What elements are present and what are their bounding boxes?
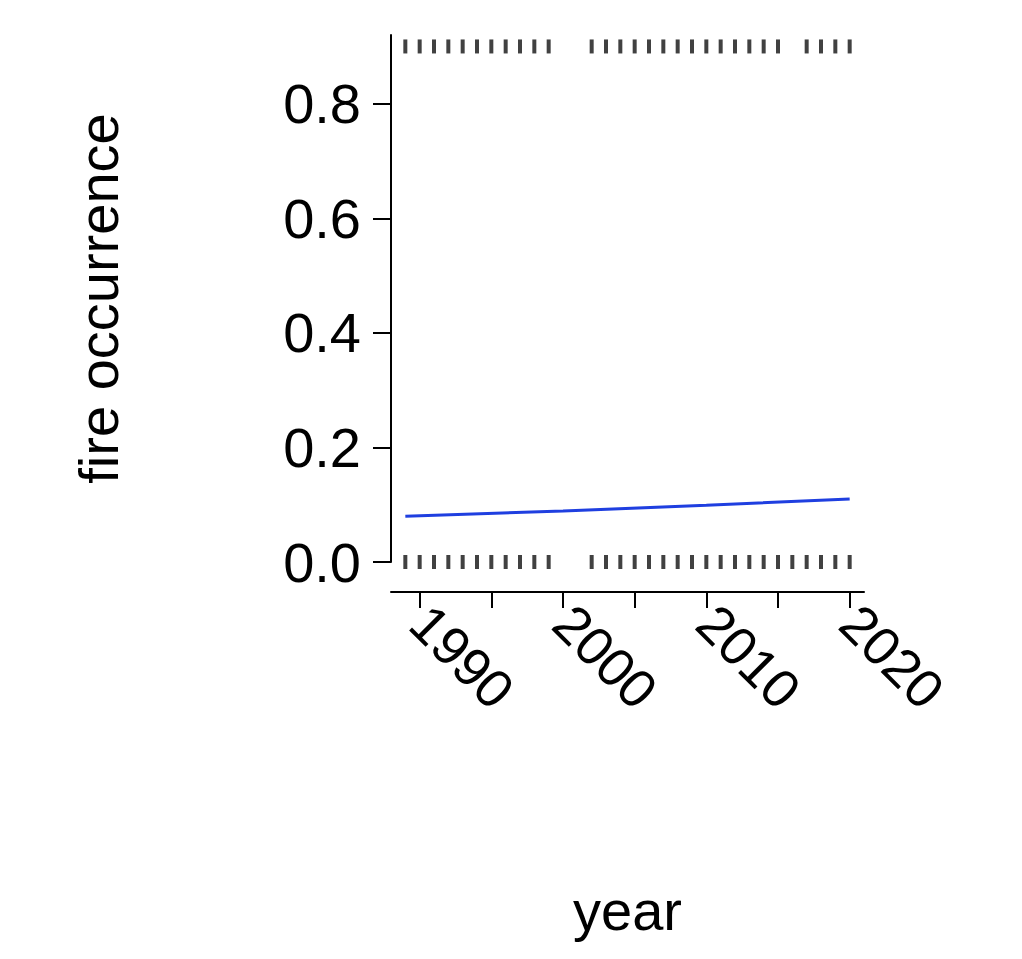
svg-text:0.2: 0.2 [283,416,361,479]
svg-text:fire occurrence: fire occurrence [67,113,130,483]
svg-text:2000: 2000 [542,593,669,720]
svg-text:1990: 1990 [398,593,525,720]
svg-text:0.4: 0.4 [283,301,361,364]
svg-text:2020: 2020 [828,593,955,720]
svg-text:2010: 2010 [685,593,812,720]
svg-text:0.8: 0.8 [283,72,361,135]
svg-text:year: year [573,879,682,942]
svg-text:0.0: 0.0 [283,531,361,594]
svg-text:0.6: 0.6 [283,187,361,250]
